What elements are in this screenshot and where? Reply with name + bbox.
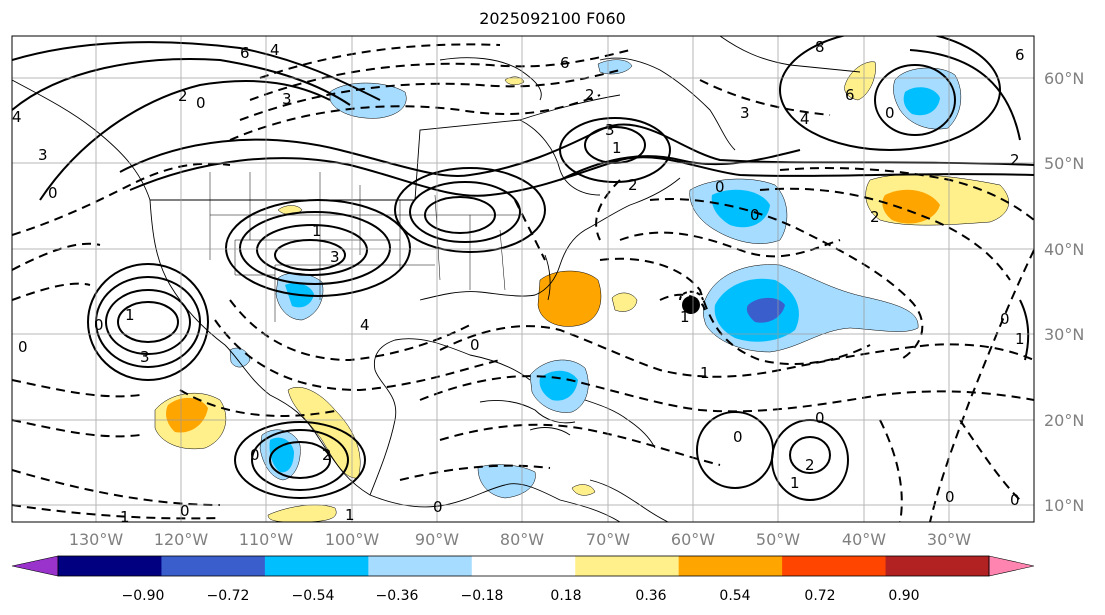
contour-label: 0 [94,316,104,334]
contour-labels: 6 4 2 0 3 4 3 0 0 3 1 3 1 3 1 2 0 0 8 4 … [12,38,1025,526]
lon-tick-label: 40°W [842,530,886,549]
colorbar-tick-label: −0.72 [207,588,250,604]
contour-label: 8 [815,38,825,56]
contour-label: 1 [125,306,135,324]
lat-tick-label: 50°N [1044,154,1084,173]
lat-tick-label: 40°N [1044,240,1084,259]
lat-tick-label: 30°N [1044,325,1084,344]
lat-tick-label: 20°N [1044,411,1084,430]
contour-label: 6 [240,44,250,62]
map-frame [11,35,1035,523]
contour-label: 0 [470,336,480,354]
lon-tick-label: 90°W [415,530,459,549]
contour-label: 1 [120,508,130,526]
lon-tick-label: 30°W [927,530,971,549]
shaded-fields [154,59,1009,522]
colorbar-tick-label: 0.36 [635,588,666,604]
contour-label: 3 [330,248,340,266]
contour-label: 2 [585,86,595,104]
contour-label: 4 [12,108,22,126]
contour-label: 4 [360,316,370,334]
contour-label: 1 [312,222,322,240]
contour-label: 1 [612,139,622,157]
colorbar-tick-label: −0.54 [292,588,335,604]
colorbar-segment [471,556,576,576]
dashed-contours [12,43,1034,522]
colorbar-border [57,555,990,577]
contour-label: 0 [18,338,28,356]
contour-label: 1 [790,474,800,492]
contour-label: 4 [800,110,810,128]
lon-tick-label: 110°W [239,530,294,549]
contour-label: 0 [885,104,895,122]
lon-tick-label: 130°W [69,530,124,549]
lon-tick-label: 100°W [325,530,380,549]
colorbar-tick-label: 0.54 [719,588,750,604]
colorbar-segment [885,556,990,576]
map-title: 2025092100 F060 [479,9,626,28]
colorbar-segment [782,556,887,576]
colorbar-tick-label: 0.90 [888,588,919,604]
contour-label: 0 [945,488,955,506]
colorbar-segment [58,556,162,576]
contour-label: 3 [38,146,48,164]
lon-tick-label: 120°W [154,530,209,549]
contour-label: 6 [1015,46,1025,64]
contour-label: 0 [750,206,760,224]
contour-label: 0 [433,498,443,516]
colorbar [11,555,1035,577]
colorbar-segment [368,556,473,576]
colorbar-segment [678,556,783,576]
contour-label: 0 [250,446,260,464]
contour-label: 2 [805,456,815,474]
contour-label: 3 [740,104,750,122]
contour-label: 0 [48,184,58,202]
colorbar-tick-label: 0.72 [804,588,835,604]
lon-tick-label: 60°W [671,530,715,549]
colorbar-labels: −0.90 −0.72 −0.54 −0.36 −0.18 0.18 0.36 … [122,588,920,604]
contour-label: 1 [680,308,690,326]
latitude-axis: 60°N 50°N 40°N 30°N 20°N 10°N [1044,69,1084,515]
contour-label: 3 [140,348,150,366]
contour-label: 4 [270,41,280,59]
colorbar-tick-label: −0.18 [461,588,504,604]
contour-label: 1 [700,364,710,382]
contour-label: 2 [628,176,638,194]
contour-label: 1 [345,506,355,524]
colorbar-extend-low [11,555,59,577]
contour-label: 0 [1000,310,1010,328]
contour-label: 0 [180,502,190,520]
contour-label: 6 [560,54,570,72]
lat-tick-label: 60°N [1044,69,1084,88]
gridlines [12,36,1034,522]
contour-label: 2 [870,208,880,226]
colorbar-segment [264,556,369,576]
longitude-axis: 130°W 120°W 110°W 100°W 90°W 80°W 70°W 6… [69,530,971,549]
colorbar-segment [575,556,680,576]
small-closed-contour [682,296,700,314]
contour-label: 0 [196,94,206,112]
contour-label: 0 [815,409,825,427]
contour-label: 3 [605,121,615,139]
contour-label: 0 [733,428,743,446]
contour-label: 1 [1015,330,1025,348]
contour-label: 2 [1010,151,1020,169]
contour-label: 0 [1010,491,1020,509]
contour-label: 2 [322,446,332,464]
lon-tick-label: 70°W [586,530,630,549]
colorbar-extend-high [988,555,1035,577]
lat-tick-label: 10°N [1044,496,1084,515]
lon-tick-label: 80°W [500,530,544,549]
colorbar-tick-label: −0.36 [376,588,419,604]
contour-label: 0 [715,178,725,196]
colorbar-segment [161,556,266,576]
contour-label: 2 [178,87,188,105]
lon-tick-label: 50°W [756,530,800,549]
contour-label: 6 [845,86,855,104]
colorbar-tick-label: 0.18 [550,588,581,604]
colorbar-tick-label: −0.90 [122,588,165,604]
contour-label: 3 [282,90,292,108]
